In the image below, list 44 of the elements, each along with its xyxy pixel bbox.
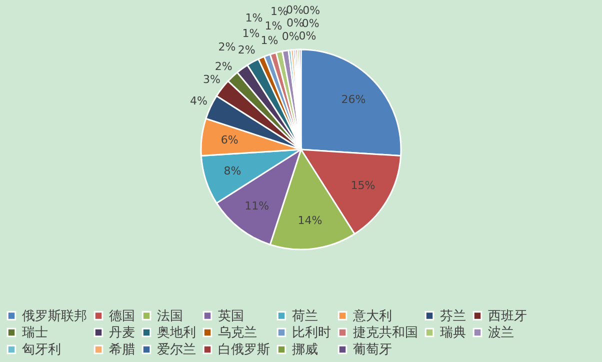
legend-label: 乌克兰 bbox=[218, 326, 257, 340]
legend-label: 意大利 bbox=[352, 308, 392, 324]
data-label: 4% bbox=[190, 94, 208, 108]
legend-label: 瑞士 bbox=[22, 326, 48, 340]
legend-label: 波兰 bbox=[488, 326, 514, 340]
data-label: 3% bbox=[202, 73, 220, 86]
data-label: 1% bbox=[264, 20, 282, 33]
data-label: 0% bbox=[286, 16, 304, 30]
legend-label: 挪威 bbox=[292, 342, 318, 358]
data-label: 1% bbox=[260, 34, 278, 47]
data-label: 0% bbox=[282, 30, 300, 43]
legend-label: 白俄罗斯 bbox=[218, 342, 270, 358]
data-label: 1% bbox=[270, 5, 288, 18]
data-label: 1% bbox=[242, 26, 260, 40]
legend-label: 荷兰 bbox=[292, 308, 318, 324]
data-label: 6% bbox=[220, 133, 238, 146]
legend-label: 瑞典 bbox=[440, 326, 466, 340]
data-label: 0% bbox=[302, 4, 320, 17]
legend-label: 英国 bbox=[218, 308, 244, 324]
legend-label: 法国 bbox=[157, 308, 183, 324]
data-label: 2% bbox=[238, 43, 256, 56]
legend-label: 捷克共和国 bbox=[353, 326, 418, 340]
data-label: 2% bbox=[218, 40, 236, 54]
legend-label: 奥地利 bbox=[157, 326, 196, 340]
data-label: 2% bbox=[214, 60, 232, 74]
data-label: 26% bbox=[341, 93, 366, 106]
data-label: 1% bbox=[245, 12, 263, 25]
data-label: 0% bbox=[302, 16, 320, 30]
legend-label: 爱尔兰 bbox=[157, 342, 196, 358]
legend-label: 西班牙 bbox=[488, 308, 527, 324]
legend-label: 希腊 bbox=[109, 342, 135, 358]
data-label: 0% bbox=[298, 30, 316, 43]
legend-label: 丹麦 bbox=[109, 326, 135, 340]
legend-label: 比利时 bbox=[292, 326, 331, 340]
legend-label: 匈牙利 bbox=[22, 342, 61, 358]
data-label: 14% bbox=[298, 214, 322, 227]
legend-label: 德国 bbox=[109, 308, 135, 324]
data-label: 11% bbox=[244, 199, 270, 212]
data-label: 8% bbox=[224, 164, 242, 178]
legend-label: 芬兰 bbox=[440, 308, 466, 324]
data-label: 0% bbox=[286, 4, 304, 17]
legend-label: 俄罗斯联邦 bbox=[22, 308, 87, 324]
legend-label: 葡萄牙 bbox=[353, 342, 392, 358]
data-label: 15% bbox=[350, 179, 376, 192]
